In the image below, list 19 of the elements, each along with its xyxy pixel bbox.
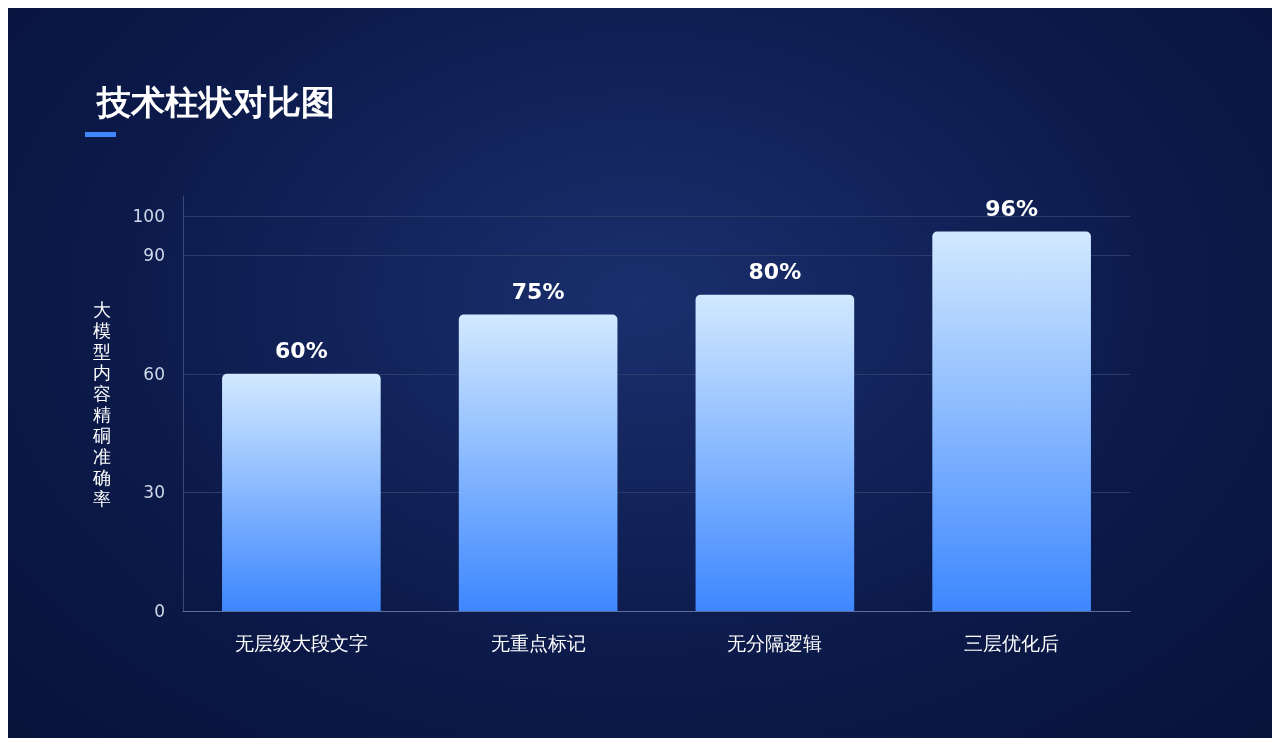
bar bbox=[932, 231, 1091, 611]
data-label: 75% bbox=[511, 279, 565, 305]
bar bbox=[458, 314, 618, 611]
data-label: 60% bbox=[275, 338, 328, 364]
y-tick-label: 0 bbox=[154, 601, 165, 621]
data-label: 96% bbox=[985, 196, 1038, 222]
bar bbox=[222, 373, 381, 611]
y-tick-label: 60 bbox=[143, 363, 165, 384]
bar bbox=[695, 294, 855, 611]
data-label: 80% bbox=[748, 259, 802, 285]
x-tick-label: 无分隔逻辑 bbox=[727, 631, 823, 654]
y-tick-label: 30 bbox=[143, 482, 165, 503]
y-tick-label: 90 bbox=[143, 245, 165, 266]
x-tick-label: 无层级大段文字 bbox=[234, 631, 368, 654]
text: 大模型内容精硐准确率 bbox=[93, 298, 111, 509]
y-tick-label: 100 bbox=[132, 205, 165, 226]
x-tick-label: 无重点标记 bbox=[490, 631, 586, 654]
x-tick-label: 三层优化后 bbox=[964, 631, 1060, 654]
chart-title: 技术柱状对比图 bbox=[95, 82, 335, 122]
